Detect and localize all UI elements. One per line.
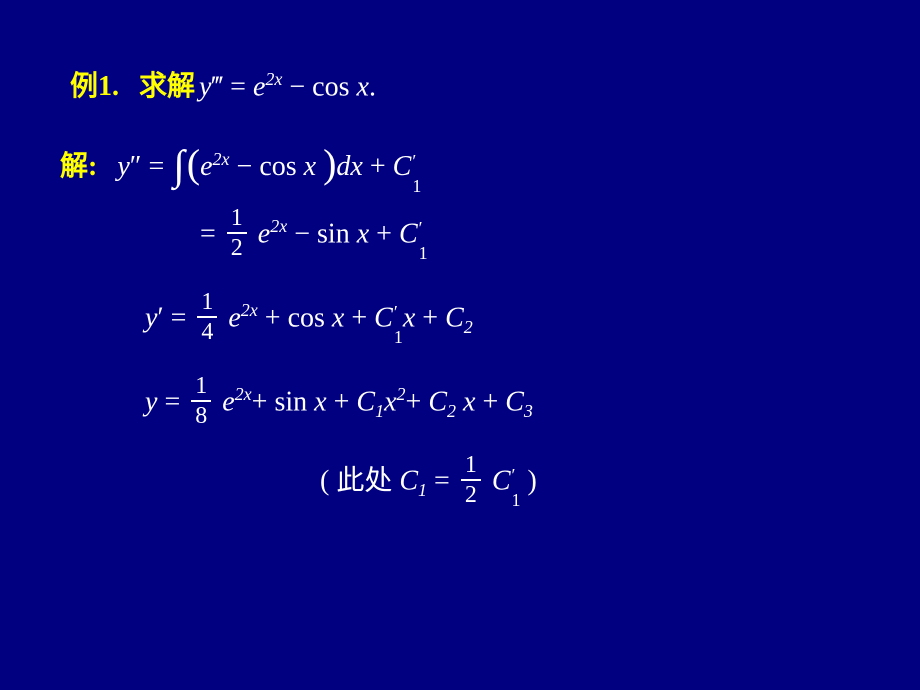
var-y: y [199, 71, 211, 102]
problem-eq: y‴ = e2x − cos x. [199, 70, 376, 101]
integral-icon: ∫ [173, 143, 185, 189]
var-e: e [253, 71, 265, 102]
fraction-quarter: 14 [197, 290, 217, 344]
solution-line-2: = 12 e2x − sin x + C′1 [200, 209, 860, 263]
problem-line: 例1. 求解 y‴ = e2x − cos x. [70, 70, 860, 101]
solution-line-3: y′ = 14 e2x + cos x + C′1x + C2 [145, 293, 860, 347]
cos: cos [312, 71, 349, 102]
example-label: 例1. [70, 73, 119, 101]
solution-label: 解: [60, 153, 97, 181]
fraction-half: 12 [227, 206, 247, 260]
fraction-half-2: 12 [461, 453, 481, 507]
dx: dx [336, 151, 362, 182]
note-line: ( 此处 C1 = 12 C′1 ) [320, 456, 860, 510]
problem-label: 求解 [139, 73, 195, 101]
fraction-eighth: 18 [191, 374, 211, 428]
sin: sin [317, 218, 350, 249]
here-text: 此处 [336, 465, 392, 496]
solution-line-4: y = 18 e2x+ sin x + C1x2+ C2 x + C3 [145, 377, 860, 431]
solution-line-1: 解: y″ = ∫(e2x − cos x )dx + C′1 [60, 141, 860, 188]
